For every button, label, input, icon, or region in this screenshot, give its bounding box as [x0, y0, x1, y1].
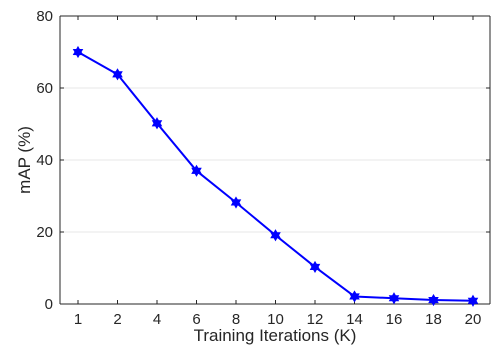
data-point-marker — [349, 290, 360, 303]
y-tick-label: 80 — [36, 8, 53, 25]
x-tick-label: 12 — [307, 311, 324, 328]
data-point-marker — [72, 45, 84, 59]
data-point-marker — [467, 294, 479, 307]
x-tick-label: 6 — [192, 311, 200, 328]
data-point-marker — [388, 292, 400, 305]
x-tick-label: 16 — [386, 311, 403, 328]
data-point-marker — [270, 229, 281, 242]
y-tick-label: 20 — [36, 224, 53, 241]
data-point-marker — [309, 260, 321, 274]
y-tick-label: 0 — [45, 296, 53, 313]
data-point-marker — [112, 68, 123, 81]
x-tick-label: 2 — [113, 311, 121, 328]
x-axis-label: Training Iterations (K) — [194, 326, 357, 345]
y-tick-label: 40 — [36, 152, 53, 169]
data-point-marker — [428, 293, 439, 307]
x-tick-label: 18 — [425, 311, 442, 328]
data-point-marker — [230, 196, 242, 209]
series-group — [72, 45, 479, 307]
y-tick-label: 60 — [36, 80, 53, 97]
x-tick-label: 1 — [74, 311, 82, 328]
x-tick-label: 14 — [346, 311, 363, 328]
data-point-marker — [151, 117, 163, 130]
x-tick-label: 4 — [153, 311, 161, 328]
x-tick-label: 20 — [465, 311, 482, 328]
x-tick-label: 10 — [267, 311, 284, 328]
x-tick-label: 8 — [232, 311, 240, 328]
y-axis-label: mAP (%) — [15, 126, 34, 194]
data-point-marker — [191, 164, 202, 177]
